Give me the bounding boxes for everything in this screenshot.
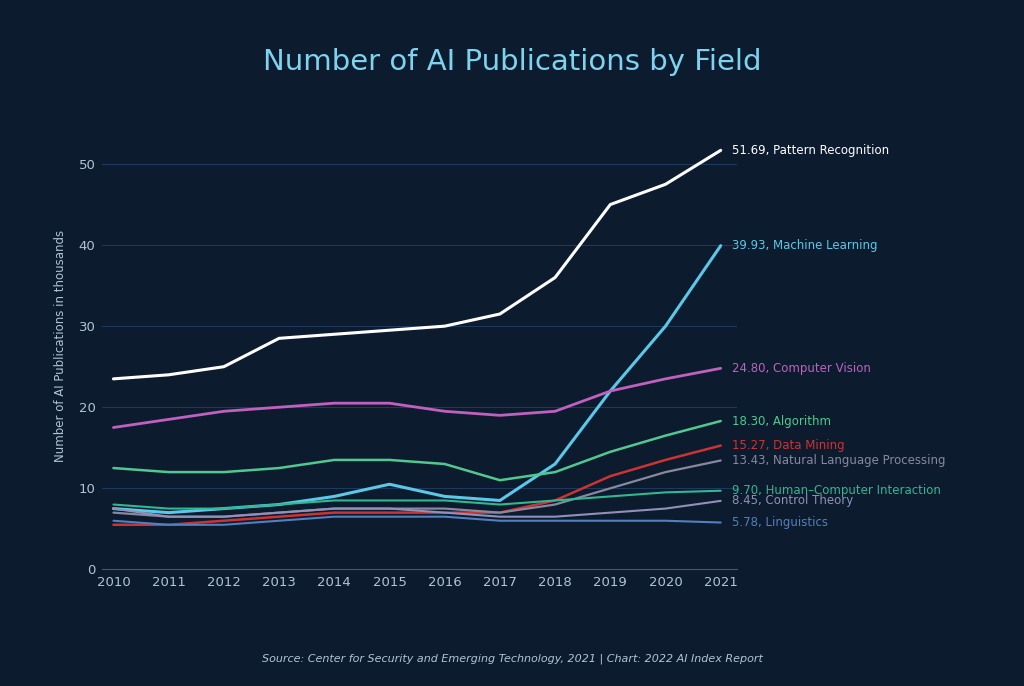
Text: 39.93, Machine Learning: 39.93, Machine Learning	[732, 239, 878, 252]
Text: 5.78, Linguistics: 5.78, Linguistics	[732, 516, 827, 529]
Text: Source: Center for Security and Emerging Technology, 2021 | Chart: 2022 AI Index: Source: Center for Security and Emerging…	[261, 653, 763, 664]
Text: 24.80, Computer Vision: 24.80, Computer Vision	[732, 362, 870, 375]
Text: 8.45, Control Theory: 8.45, Control Theory	[732, 495, 853, 508]
Text: 15.27, Data Mining: 15.27, Data Mining	[732, 439, 845, 452]
Text: Number of AI Publications by Field: Number of AI Publications by Field	[263, 48, 761, 75]
Y-axis label: Number of AI Publications in thousands: Number of AI Publications in thousands	[54, 230, 68, 462]
Text: 18.30, Algorithm: 18.30, Algorithm	[732, 414, 830, 427]
Text: 51.69, Pattern Recognition: 51.69, Pattern Recognition	[732, 144, 889, 157]
Text: 9.70, Human–Computer Interaction: 9.70, Human–Computer Interaction	[732, 484, 941, 497]
Text: 13.43, Natural Language Processing: 13.43, Natural Language Processing	[732, 454, 945, 467]
